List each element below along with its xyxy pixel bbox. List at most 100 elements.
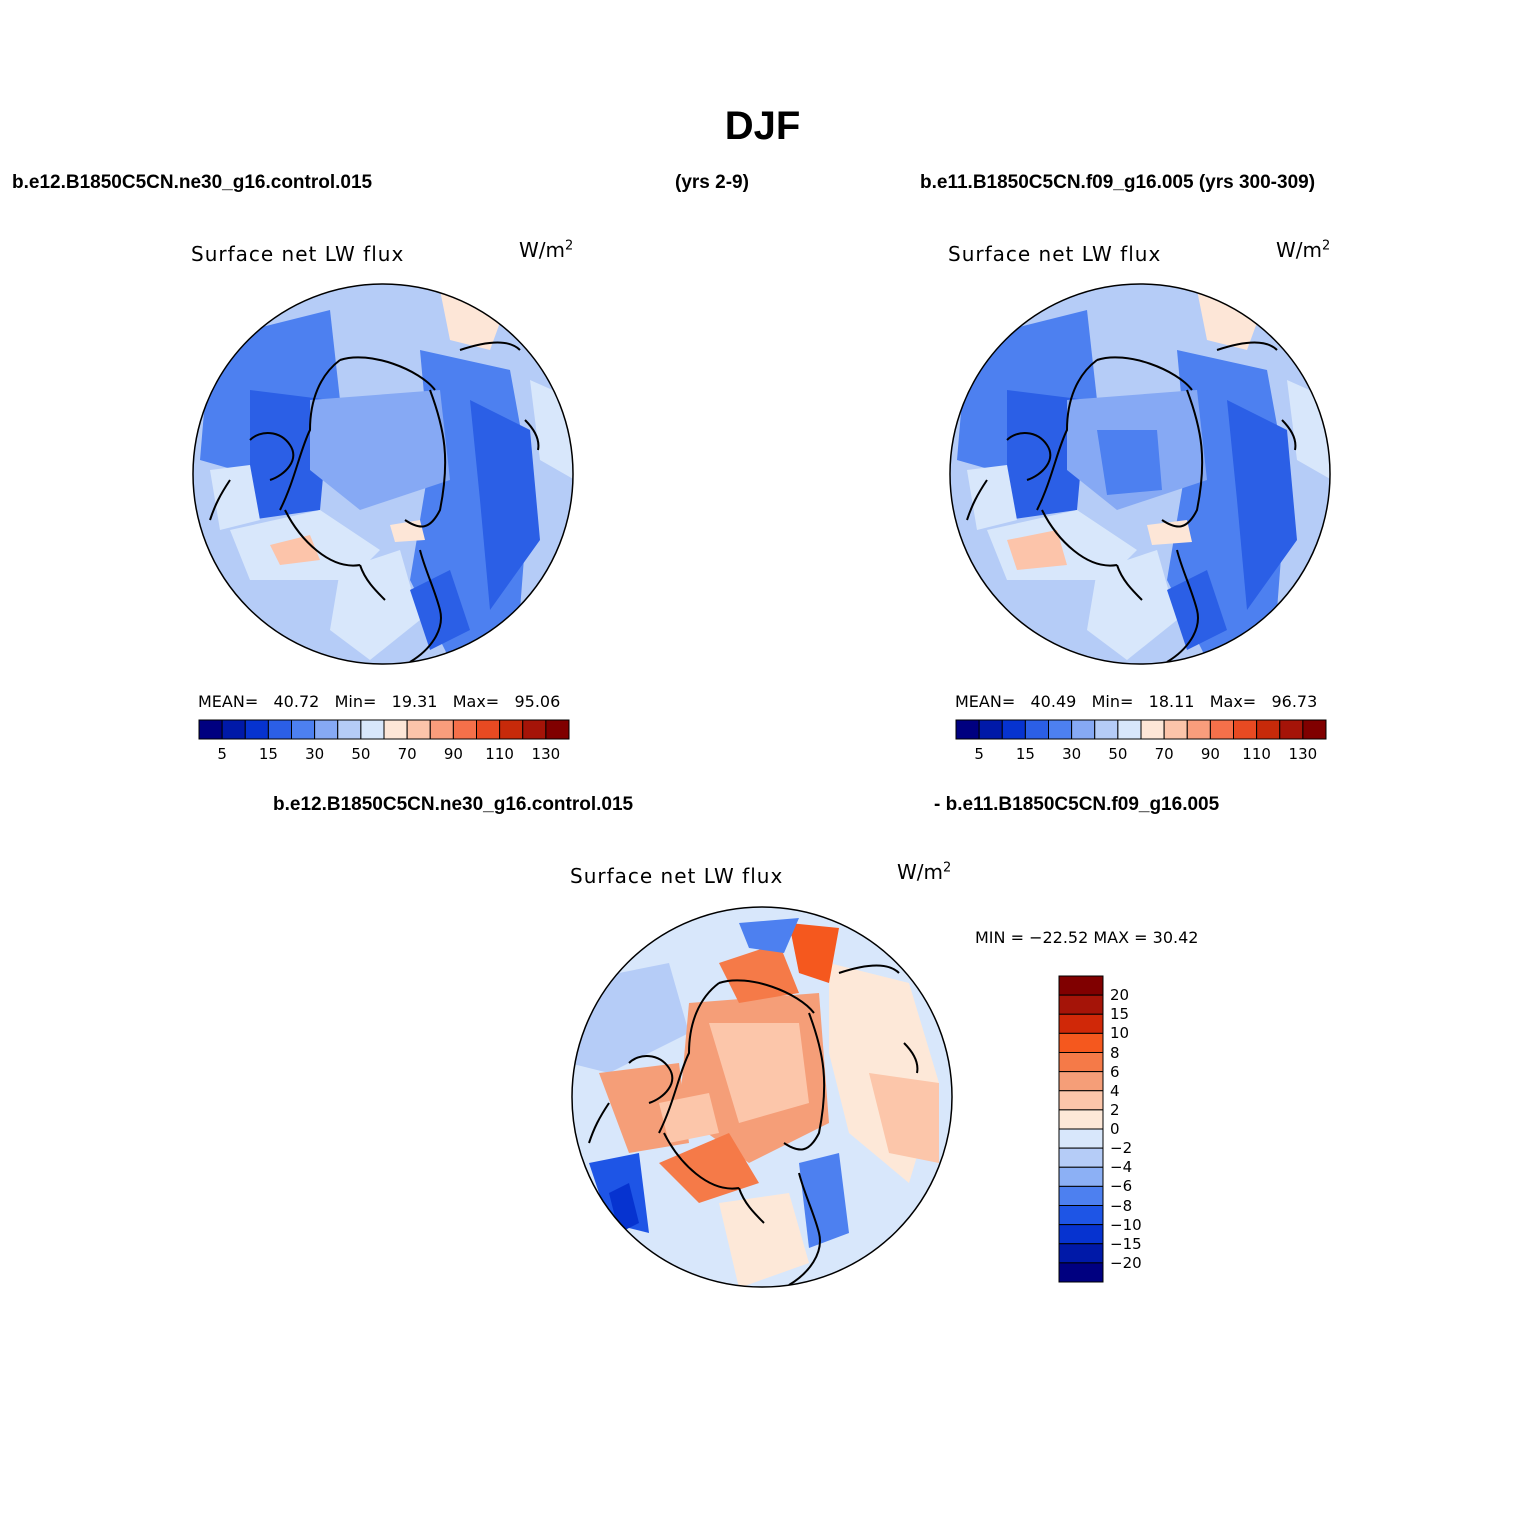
colorbar-swatch bbox=[1233, 719, 1258, 740]
colorbar-swatch bbox=[522, 719, 547, 740]
colorbar-tick-label: 130 bbox=[531, 745, 561, 763]
colorbar-swatch bbox=[499, 719, 524, 740]
panel1-max: 95.06 bbox=[514, 692, 561, 711]
colorbar-swatch bbox=[476, 719, 501, 740]
panel1-mean: 40.72 bbox=[273, 692, 320, 711]
colorbar-tick-label: −6 bbox=[1110, 1177, 1133, 1196]
colorbar-tick-label: 5 bbox=[217, 745, 227, 763]
colorbar-swatch bbox=[1058, 1205, 1104, 1226]
colorbar-swatch bbox=[1024, 719, 1049, 740]
panel3-minmax: MIN = −22.52 MAX = 30.42 bbox=[975, 928, 1199, 947]
colorbar-swatch bbox=[1117, 719, 1142, 740]
panel1-min-label: Min= bbox=[334, 692, 377, 711]
colorbar-tick-label: −15 bbox=[1110, 1234, 1142, 1253]
colorbar-tick-label: −8 bbox=[1110, 1196, 1133, 1215]
panel3-colorbar bbox=[1058, 975, 1104, 1283]
colorbar-tick-label: −4 bbox=[1110, 1158, 1133, 1177]
colorbar-swatch bbox=[267, 719, 292, 740]
colorbar-tick-label: 15 bbox=[1110, 1005, 1130, 1024]
panel2-colorbar bbox=[955, 719, 1327, 740]
panel1-polar-map bbox=[192, 283, 574, 665]
colorbar-tick-label: 15 bbox=[258, 745, 278, 763]
colorbar-swatch bbox=[1058, 1262, 1104, 1283]
colorbar-tick-label: 50 bbox=[1108, 745, 1128, 763]
colorbar-swatch bbox=[955, 719, 980, 740]
colorbar-swatch bbox=[1048, 719, 1073, 740]
panel1-stats: MEAN= 40.72 Min= 19.31 Max= 95.06 bbox=[198, 692, 560, 711]
colorbar-swatch bbox=[244, 719, 269, 740]
colorbar-swatch bbox=[1256, 719, 1281, 740]
colorbar-tick-label: 10 bbox=[1110, 1024, 1130, 1043]
colorbar-swatch bbox=[1058, 1147, 1104, 1168]
colorbar-tick-label: 110 bbox=[1242, 745, 1271, 763]
panel2-max-label: Max= bbox=[1209, 692, 1257, 711]
colorbar-tick-label: −2 bbox=[1110, 1139, 1133, 1158]
colorbar-swatch bbox=[1058, 1013, 1104, 1034]
colorbar-tick-label: 4 bbox=[1110, 1081, 1120, 1100]
panel2-max: 96.73 bbox=[1271, 692, 1318, 711]
colorbar-swatch bbox=[1058, 1109, 1104, 1130]
colorbar-swatch bbox=[360, 719, 385, 740]
colorbar-tick-label: 30 bbox=[1062, 745, 1082, 763]
panel1-mean-label: MEAN= bbox=[198, 692, 259, 711]
panel1-colorbar bbox=[198, 719, 570, 740]
colorbar-swatch bbox=[1209, 719, 1234, 740]
colorbar-swatch bbox=[1001, 719, 1026, 740]
panel3-title: Surface net LW flux bbox=[570, 864, 784, 888]
colorbar-tick-label: 5 bbox=[974, 745, 984, 763]
colorbar-tick-label: 15 bbox=[1015, 745, 1035, 763]
colorbar-tick-label: 2 bbox=[1110, 1100, 1120, 1119]
top-right-header: b.e11.B1850C5CN.f09_g16.005 (yrs 300-309… bbox=[920, 172, 1316, 193]
colorbar-swatch bbox=[198, 719, 223, 740]
colorbar-swatch bbox=[1058, 1185, 1104, 1206]
colorbar-swatch bbox=[406, 719, 431, 740]
panel2-mean: 40.49 bbox=[1030, 692, 1077, 711]
colorbar-swatch bbox=[291, 719, 316, 740]
colorbar-tick-label: 90 bbox=[443, 745, 463, 763]
bottom-header-right: - b.e11.B1850C5CN.f09_g16.005 bbox=[934, 794, 1220, 815]
colorbar-swatch bbox=[452, 719, 477, 740]
colorbar-swatch bbox=[1058, 994, 1104, 1015]
colorbar-swatch bbox=[1302, 719, 1327, 740]
colorbar-swatch bbox=[1058, 1052, 1104, 1073]
panel2-title: Surface net LW flux bbox=[948, 242, 1162, 266]
colorbar-swatch bbox=[1071, 719, 1096, 740]
panel2-stats: MEAN= 40.49 Min= 18.11 Max= 96.73 bbox=[955, 692, 1317, 711]
panel3-units: W/m2 bbox=[897, 860, 952, 884]
colorbar-swatch bbox=[1094, 719, 1119, 740]
colorbar-swatch bbox=[1058, 1032, 1104, 1053]
colorbar-tick-label: 70 bbox=[1154, 745, 1174, 763]
colorbar-swatch bbox=[221, 719, 246, 740]
colorbar-swatch bbox=[1058, 1243, 1104, 1264]
colorbar-tick-label: 30 bbox=[305, 745, 325, 763]
colorbar-tick-label: 6 bbox=[1110, 1062, 1120, 1081]
colorbar-swatch bbox=[1163, 719, 1188, 740]
colorbar-tick-label: 110 bbox=[485, 745, 514, 763]
panel2-min: 18.11 bbox=[1148, 692, 1195, 711]
colorbar-swatch bbox=[1058, 1071, 1104, 1092]
panel1-min: 19.31 bbox=[391, 692, 438, 711]
panel1-max-label: Max= bbox=[452, 692, 500, 711]
colorbar-tick-label: 0 bbox=[1110, 1120, 1120, 1138]
colorbar-swatch bbox=[337, 719, 362, 740]
colorbar-swatch bbox=[1058, 1166, 1104, 1187]
colorbar-swatch bbox=[429, 719, 454, 740]
panel1-title: Surface net LW flux bbox=[191, 242, 405, 266]
colorbar-swatch bbox=[1186, 719, 1211, 740]
colorbar-swatch bbox=[1058, 1224, 1104, 1245]
colorbar-tick-label: 70 bbox=[397, 745, 417, 763]
colorbar-tick-label: 130 bbox=[1288, 745, 1318, 763]
colorbar-tick-label: −20 bbox=[1110, 1253, 1142, 1272]
panel1-units: W/m2 bbox=[519, 238, 574, 262]
panel3-difference-map bbox=[571, 906, 953, 1288]
colorbar-swatch bbox=[1058, 1090, 1104, 1111]
colorbar-swatch bbox=[1058, 975, 1104, 996]
colorbar-swatch bbox=[545, 719, 570, 740]
colorbar-swatch bbox=[1140, 719, 1165, 740]
bottom-header-left: b.e12.B1850C5CN.ne30_g16.control.015 bbox=[273, 794, 634, 815]
panel2-min-label: Min= bbox=[1091, 692, 1134, 711]
colorbar-tick-label: 90 bbox=[1200, 745, 1220, 763]
top-mid-header: (yrs 2-9) bbox=[675, 172, 749, 193]
top-left-header: b.e12.B1850C5CN.ne30_g16.control.015 bbox=[12, 172, 373, 193]
colorbar-tick-label: 8 bbox=[1110, 1043, 1120, 1062]
